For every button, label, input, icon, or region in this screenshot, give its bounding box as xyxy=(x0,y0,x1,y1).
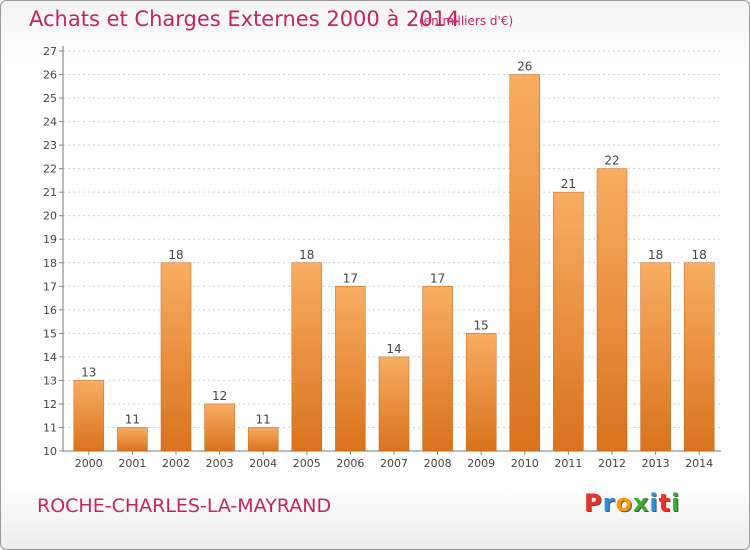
x-tick-label: 2008 xyxy=(424,457,452,470)
logo-letter: i xyxy=(671,489,681,517)
y-tick-label: 23 xyxy=(43,139,57,152)
bar xyxy=(160,262,192,452)
bar-value-label: 11 xyxy=(125,412,140,426)
bar-value-label: 17 xyxy=(343,271,358,285)
x-tick-label: 2011 xyxy=(554,457,582,470)
bar xyxy=(247,427,279,452)
bar-value-label: 18 xyxy=(648,248,663,262)
x-tick-label: 2009 xyxy=(467,457,495,470)
x-tick-label: 2012 xyxy=(598,457,626,470)
bar xyxy=(465,333,497,452)
logo-letter: x xyxy=(632,489,650,517)
bar xyxy=(335,286,366,452)
bar xyxy=(553,191,584,452)
x-tick-label: 2013 xyxy=(642,457,670,470)
bar xyxy=(683,262,715,452)
bar-value-label: 13 xyxy=(81,365,96,379)
bar-value-label: 21 xyxy=(561,177,576,191)
y-tick-label: 15 xyxy=(43,327,57,340)
bar xyxy=(73,380,105,452)
y-tick-label: 25 xyxy=(43,92,57,105)
y-tick-label: 21 xyxy=(43,186,57,199)
y-tick-label: 27 xyxy=(43,45,57,58)
x-tick-label: 2010 xyxy=(511,457,539,470)
y-tick-label: 20 xyxy=(43,210,57,223)
proxiti-logo: Proxiti xyxy=(584,489,680,517)
bar-value-label: 18 xyxy=(299,248,314,262)
x-tick-label: 2001 xyxy=(118,457,146,470)
y-tick-label: 16 xyxy=(43,304,57,317)
bar-value-label: 11 xyxy=(256,412,271,426)
y-tick-label: 12 xyxy=(43,398,57,411)
logo-letter: o xyxy=(615,489,633,517)
y-tick-label: 22 xyxy=(43,163,57,176)
y-tick-label: 14 xyxy=(43,351,57,364)
y-tick-label: 17 xyxy=(43,280,57,293)
y-tick-label: 10 xyxy=(43,445,57,458)
y-tick-label: 24 xyxy=(43,116,57,129)
logo-letter: i xyxy=(649,489,659,517)
bar xyxy=(422,286,453,452)
bar xyxy=(640,262,671,452)
y-tick-label: 18 xyxy=(43,257,57,270)
logo-letter: r xyxy=(602,489,616,517)
bar-value-label: 14 xyxy=(386,342,401,356)
x-tick-label: 2006 xyxy=(336,457,364,470)
chart-subtitle: (en milliers d'€) xyxy=(419,14,514,28)
commune-name: ROCHE-CHARLES-LA-MAYRAND xyxy=(37,495,332,517)
bar-value-label: 18 xyxy=(692,248,707,262)
x-tick-label: 2004 xyxy=(249,457,277,470)
bar xyxy=(117,427,148,452)
bar-value-label: 12 xyxy=(212,389,227,403)
x-tick-label: 2005 xyxy=(293,457,321,470)
bar-value-label: 22 xyxy=(604,154,619,168)
bar-value-label: 18 xyxy=(168,248,183,262)
y-tick-label: 19 xyxy=(43,233,57,246)
bar xyxy=(378,356,410,452)
chart-title: Achats et Charges Externes 2000 à 2014 xyxy=(29,7,460,31)
x-tick-label: 2000 xyxy=(75,457,103,470)
bar-value-label: 26 xyxy=(517,60,532,74)
x-tick-label: 2003 xyxy=(206,457,234,470)
bar xyxy=(204,403,235,452)
bar xyxy=(291,262,323,452)
logo-letter: P xyxy=(584,489,603,517)
bar-value-label: 17 xyxy=(430,271,445,285)
bar-value-label: 15 xyxy=(474,318,489,332)
bar xyxy=(596,168,628,452)
y-tick-label: 11 xyxy=(43,421,57,434)
logo-letter: t xyxy=(658,489,672,517)
x-tick-label: 2002 xyxy=(162,457,190,470)
y-tick-label: 26 xyxy=(43,69,57,82)
x-tick-label: 2014 xyxy=(685,457,713,470)
bar xyxy=(509,74,541,452)
x-tick-label: 2007 xyxy=(380,457,408,470)
y-tick-label: 13 xyxy=(43,374,57,387)
